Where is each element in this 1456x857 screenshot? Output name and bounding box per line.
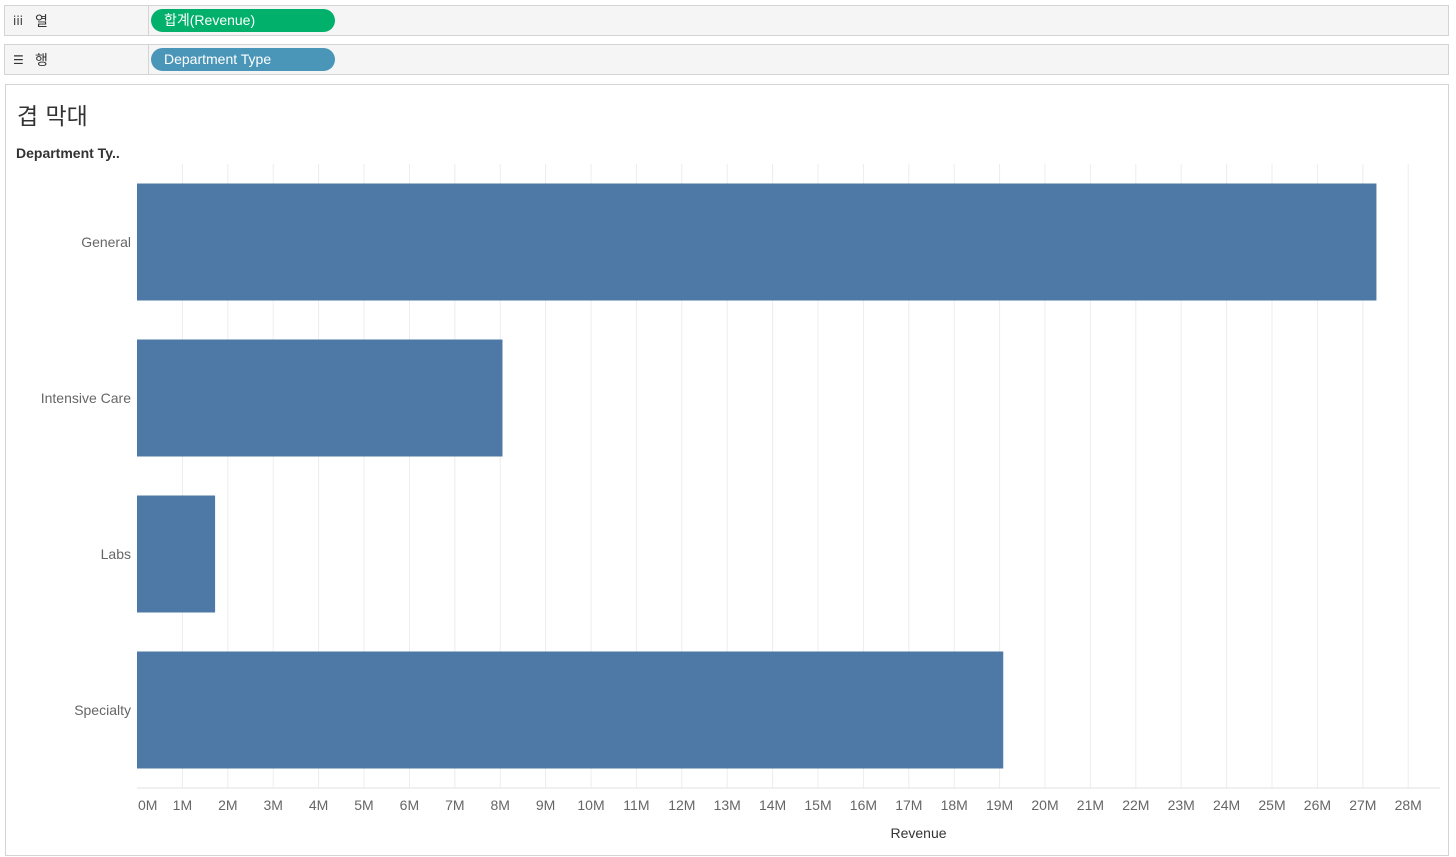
x-axis-title[interactable]: Revenue — [890, 825, 946, 841]
rows-label-text: 행 — [35, 51, 48, 68]
x-tick-label: 26M — [1304, 797, 1331, 813]
category-label: Intensive Care — [41, 390, 131, 406]
row-header[interactable]: Department Ty.. — [16, 145, 120, 161]
x-tick-label: 5M — [354, 797, 373, 813]
revenue-pill[interactable]: 합계(Revenue) — [151, 9, 335, 32]
columns-shelf: iii 열 합계(Revenue) — [4, 5, 1449, 36]
x-tick-label: 9M — [536, 797, 555, 813]
x-tick-label: 14M — [759, 797, 786, 813]
x-tick-label: 6M — [400, 797, 419, 813]
department-type-pill[interactable]: Department Type — [151, 48, 335, 71]
x-tick-label: 28M — [1395, 797, 1422, 813]
bar-general[interactable] — [137, 183, 1377, 301]
columns-shelf-label: iii 열 — [5, 6, 149, 35]
chart-view: 겹 막대 Department Ty.. General Intensive Ca… — [5, 84, 1449, 856]
x-tick-label: 19M — [986, 797, 1013, 813]
rows-shelf: ☰ 행 Department Type — [4, 44, 1449, 75]
x-tick-label: 4M — [309, 797, 328, 813]
x-tick-label: 27M — [1349, 797, 1376, 813]
x-tick-label: 2M — [218, 797, 237, 813]
x-tick-label: 1M — [173, 797, 192, 813]
sheet-title: 겹 막대 — [17, 104, 88, 130]
columns-label-text: 열 — [35, 12, 48, 29]
x-tick-label: 22M — [1122, 797, 1149, 813]
category-label: Labs — [101, 546, 131, 562]
x-tick-label: 24M — [1213, 797, 1240, 813]
columns-icon: iii — [13, 13, 24, 28]
x-tick-label: 10M — [577, 797, 604, 813]
x-tick-label: 23M — [1168, 797, 1195, 813]
x-tick-label: 11M — [623, 797, 649, 813]
x-tick-label: 25M — [1258, 797, 1285, 813]
x-tick-label: 3M — [263, 797, 282, 813]
bar-labs[interactable] — [137, 495, 216, 613]
rows-shelf-label: ☰ 행 — [5, 45, 149, 74]
x-tick-label: 21M — [1077, 797, 1104, 813]
category-label: Specialty — [74, 702, 131, 718]
bar-chart: General Intensive Care Labs Specialty 0M 1M 2M… — [41, 164, 1440, 841]
rows-icon: ☰ — [13, 52, 24, 67]
category-label: General — [81, 234, 131, 250]
x-tick-label: 8M — [490, 797, 509, 813]
x-tick-label: 18M — [941, 797, 968, 813]
x-tick-label: 7M — [445, 797, 464, 813]
x-tick-label: 16M — [850, 797, 877, 813]
x-tick-label: 13M — [714, 797, 741, 813]
bar-specialty[interactable] — [137, 651, 1004, 769]
x-tick-label: 12M — [668, 797, 695, 813]
x-tick-label: 0M — [138, 797, 157, 813]
x-tick-label: 17M — [895, 797, 922, 813]
x-tick-label: 20M — [1031, 797, 1058, 813]
x-tick-label: 15M — [804, 797, 831, 813]
bar-intensive-care[interactable] — [137, 339, 503, 457]
